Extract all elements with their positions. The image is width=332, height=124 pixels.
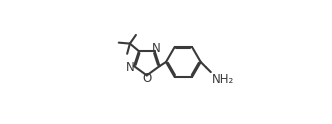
Text: NH₂: NH₂ [212, 73, 234, 86]
Text: O: O [142, 72, 151, 85]
Text: N: N [152, 42, 161, 55]
Text: N: N [126, 61, 135, 74]
